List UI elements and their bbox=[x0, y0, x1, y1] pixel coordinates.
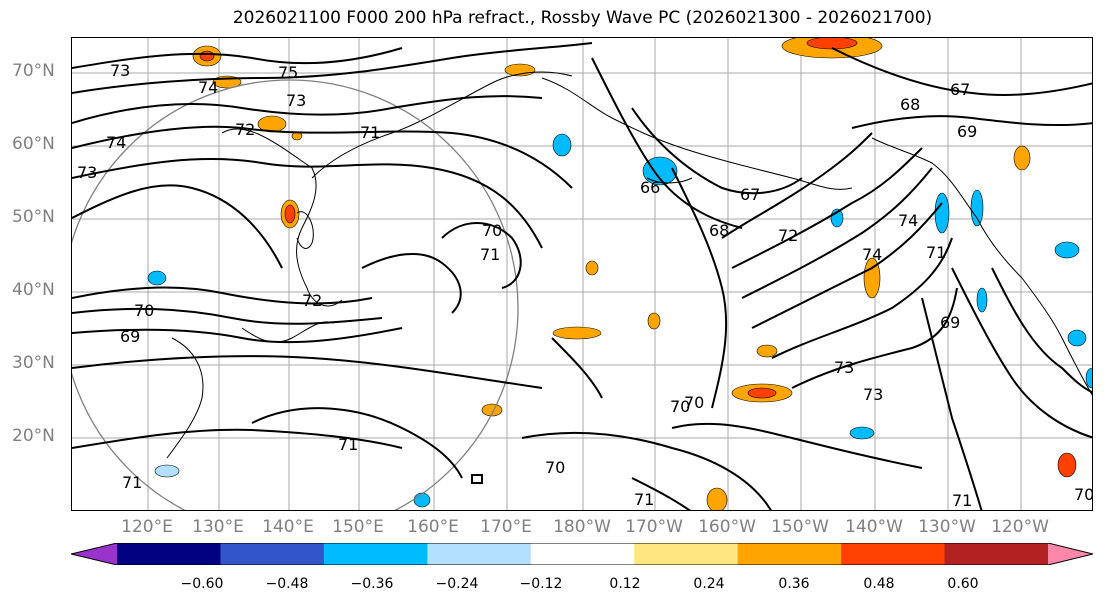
lon-label-160e: 160°E bbox=[407, 517, 459, 537]
colorbar-extend-high bbox=[1048, 543, 1093, 565]
colorbar-segment bbox=[841, 543, 946, 565]
contour-label: 69 bbox=[120, 327, 140, 346]
lon-label-140e: 140°E bbox=[262, 517, 314, 537]
colorbar-extend-low bbox=[71, 543, 117, 565]
map-title: 2026021100 F000 200 hPa refract., Rossby… bbox=[232, 8, 933, 28]
lat-label-30n: 30°N bbox=[12, 353, 55, 373]
lon-label-180w: 180°W bbox=[553, 517, 611, 537]
contour-label: 67 bbox=[950, 80, 970, 99]
colorbar-segment bbox=[944, 543, 1049, 565]
lon-label-170w: 170°W bbox=[625, 517, 683, 537]
contour-label: 75 bbox=[278, 63, 298, 82]
colorbar-segment bbox=[634, 543, 739, 565]
contour-label: 71 bbox=[360, 123, 380, 142]
lat-label-70n: 70°N bbox=[12, 61, 55, 81]
contour-label: 71 bbox=[480, 245, 500, 264]
contour-label-group: 75 74 73 73 72 71 74 73 70 72 70 69 66 6… bbox=[77, 61, 1093, 510]
colorbar-segment bbox=[220, 543, 325, 565]
lon-label-170e: 170°E bbox=[480, 517, 532, 537]
contour-label: 72 bbox=[302, 291, 322, 310]
colorbar-segments bbox=[117, 543, 1049, 565]
colorbar-tick: 0.48 bbox=[863, 576, 895, 592]
lon-label-150e: 150°E bbox=[332, 517, 384, 537]
contour-label: 73 bbox=[110, 61, 130, 80]
lon-label-120e: 120°E bbox=[121, 517, 173, 537]
contour-label: 74 bbox=[198, 78, 218, 97]
lon-label-160w: 160°W bbox=[698, 517, 756, 537]
contour-label: 71 bbox=[634, 490, 654, 509]
contour-label: 70 bbox=[134, 301, 154, 320]
colorbar-tick: −0.48 bbox=[265, 576, 309, 592]
lon-label-150w: 150°W bbox=[771, 517, 829, 537]
lat-label-20n: 20°N bbox=[12, 426, 55, 446]
contour-label: 71 bbox=[338, 435, 358, 454]
lat-label-60n: 60°N bbox=[12, 134, 55, 154]
colorbar-tick: −0.24 bbox=[435, 576, 479, 592]
colorbar bbox=[71, 543, 1093, 565]
contour-lines bbox=[72, 42, 1092, 510]
map-panel: 75 74 73 73 72 71 74 73 70 72 70 69 66 6… bbox=[71, 37, 1093, 511]
gridlines bbox=[72, 38, 1092, 510]
colorbar-tick: −0.12 bbox=[519, 576, 563, 592]
marker-box bbox=[471, 474, 483, 484]
colorbar-tick: −0.36 bbox=[350, 576, 394, 592]
contour-label: 69 bbox=[940, 313, 960, 332]
contour-label: 73 bbox=[863, 385, 883, 404]
lat-label-40n: 40°N bbox=[12, 280, 55, 300]
contour-label: 66 bbox=[640, 178, 660, 197]
lat-label-50n: 50°N bbox=[12, 207, 55, 227]
contour-label: 69 bbox=[957, 122, 977, 141]
lon-label-140w: 140°W bbox=[845, 517, 903, 537]
colorbar-tick: 0.36 bbox=[778, 576, 810, 592]
lon-label-130e: 130°E bbox=[192, 517, 244, 537]
contour-label: 70 bbox=[1074, 485, 1093, 504]
contour-label: 70 bbox=[482, 221, 502, 240]
contour-label: 68 bbox=[900, 95, 920, 114]
map-canvas: 75 74 73 73 72 71 74 73 70 72 70 69 66 6… bbox=[72, 38, 1093, 510]
contour-label: 67 bbox=[740, 185, 760, 204]
contour-label: 71 bbox=[926, 243, 946, 262]
contour-label: 73 bbox=[834, 358, 854, 377]
contour-label: 74 bbox=[106, 133, 126, 152]
contour-label: 72 bbox=[235, 120, 255, 139]
contour-label: 68 bbox=[709, 221, 729, 240]
colorbar-segment bbox=[323, 543, 428, 565]
lon-label-130w: 130°W bbox=[918, 517, 976, 537]
colorbar-segment bbox=[117, 543, 221, 565]
coastlines bbox=[166, 71, 1092, 459]
rossby-wave-circle bbox=[72, 79, 519, 510]
contour-label: 73 bbox=[77, 163, 97, 182]
colorbar-tick: −0.60 bbox=[180, 576, 224, 592]
contour-label: 71 bbox=[122, 473, 142, 492]
colorbar-segment bbox=[737, 543, 842, 565]
contour-label: 70 bbox=[545, 458, 565, 477]
contour-label: 74 bbox=[862, 245, 882, 264]
colorbar-tick: 0.60 bbox=[947, 576, 979, 592]
contour-label: 73 bbox=[286, 91, 306, 110]
contour-label: 72 bbox=[778, 226, 798, 245]
contour-label: 74 bbox=[898, 211, 918, 230]
colorbar-tick: 0.24 bbox=[693, 576, 725, 592]
lon-label-120w: 120°W bbox=[991, 517, 1049, 537]
colorbar-segment bbox=[530, 543, 635, 565]
colorbar-segment bbox=[427, 543, 532, 565]
contour-label: 70 bbox=[684, 393, 704, 412]
contour-label: 71 bbox=[952, 491, 972, 510]
contour-label: 70 bbox=[670, 397, 690, 416]
colorbar-tick: 0.12 bbox=[609, 576, 641, 592]
